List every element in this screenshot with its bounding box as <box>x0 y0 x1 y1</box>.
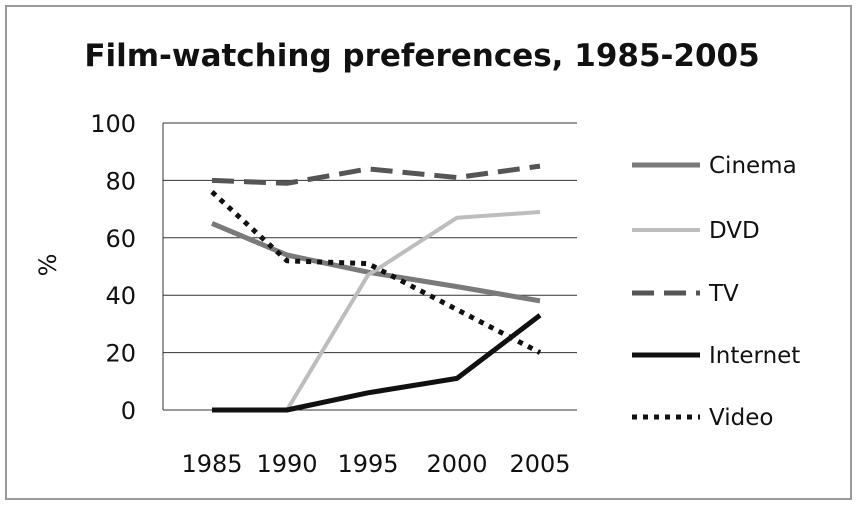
x-tick-label: 2005 <box>509 450 570 478</box>
series-line-internet <box>212 313 542 413</box>
series-lines <box>210 163 542 413</box>
x-tick-label: 2000 <box>426 450 487 478</box>
y-tick-label: 100 <box>90 110 136 138</box>
y-tick-label: 60 <box>105 225 136 253</box>
legend-label-internet: Internet <box>709 343 800 369</box>
legend-label-dvd: DVD <box>709 218 760 244</box>
y-axis-ticks: 0 20 40 60 80 100 <box>90 110 136 425</box>
y-tick-label: 40 <box>105 282 136 310</box>
y-axis-label: % <box>34 254 62 277</box>
legend-label-tv: TV <box>708 281 739 307</box>
x-tick-label: 1995 <box>337 450 398 478</box>
legend-label-video: Video <box>709 405 773 431</box>
y-tick-label: 0 <box>121 397 136 425</box>
x-tick-label: 1985 <box>181 450 242 478</box>
x-axis-ticks: 1985 1990 1995 2000 2005 <box>181 450 570 478</box>
series-line-tv <box>211 163 541 186</box>
y-tick-label: 20 <box>105 340 136 368</box>
series-line-cinema <box>211 221 541 304</box>
legend: Cinema DVD TV Internet Video <box>632 153 800 431</box>
chart-border <box>5 5 852 500</box>
series-line-video <box>210 190 542 355</box>
y-tick-label: 80 <box>105 167 136 195</box>
x-tick-label: 1990 <box>256 450 317 478</box>
legend-label-cinema: Cinema <box>709 153 797 179</box>
chart-title: Film-watching preferences, 1985-2005 <box>84 38 759 74</box>
